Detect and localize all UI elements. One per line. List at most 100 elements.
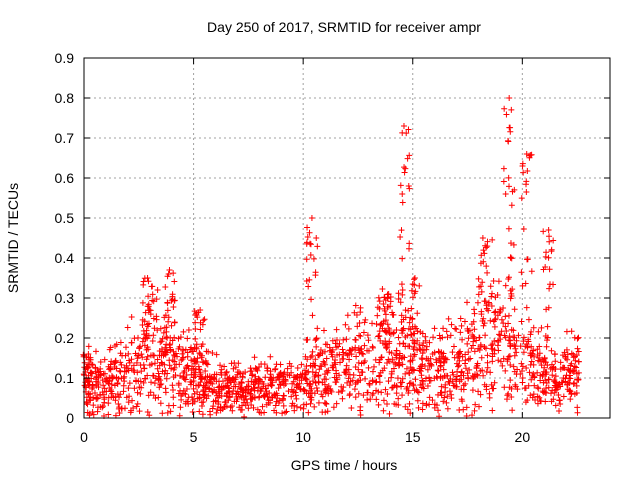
data-point [373, 378, 380, 385]
data-point [310, 255, 317, 262]
data-point [411, 276, 418, 283]
data-point [112, 343, 119, 350]
data-point [505, 274, 512, 281]
data-point [369, 344, 376, 351]
data-point [471, 348, 478, 355]
data-point [567, 396, 574, 403]
data-point [418, 372, 425, 379]
data-point [288, 393, 295, 400]
data-point [480, 372, 487, 379]
data-point [458, 368, 465, 375]
data-point [497, 358, 504, 365]
data-point [450, 371, 457, 378]
data-point [210, 403, 217, 410]
data-point [360, 392, 367, 399]
data-point [125, 385, 132, 392]
data-point [375, 332, 382, 339]
data-point [209, 349, 216, 356]
data-point [507, 377, 514, 384]
data-point [570, 380, 577, 387]
data-point [185, 327, 192, 334]
data-point [353, 353, 360, 360]
data-point [260, 383, 267, 390]
data-point [415, 389, 422, 396]
data-point [340, 351, 347, 358]
data-point [213, 378, 220, 385]
data-point [181, 368, 188, 375]
data-point [280, 382, 287, 389]
data-point [411, 290, 418, 297]
data-point [229, 375, 236, 382]
data-point [386, 358, 393, 365]
data-point [440, 398, 447, 405]
data-point [437, 389, 444, 396]
data-point [568, 328, 575, 335]
data-point [196, 395, 203, 402]
data-point [509, 188, 516, 195]
data-point [281, 369, 288, 376]
data-point [312, 362, 319, 369]
data-point [399, 191, 406, 198]
data-point [453, 326, 460, 333]
data-point [502, 323, 509, 330]
data-point [426, 339, 433, 346]
data-point [525, 316, 532, 323]
data-point [487, 283, 494, 290]
data-point [101, 356, 108, 363]
data-point [502, 282, 509, 289]
data-point [83, 400, 90, 407]
data-point [335, 389, 342, 396]
data-point [568, 350, 575, 357]
data-point [91, 390, 98, 397]
data-point [154, 287, 161, 294]
data-point [403, 130, 410, 137]
y-tick-label: 0.4 [55, 250, 75, 266]
data-point [508, 106, 515, 113]
data-point [440, 325, 447, 332]
data-point [254, 367, 261, 374]
data-point [152, 395, 159, 402]
data-point [194, 355, 201, 362]
data-point [566, 387, 573, 394]
data-point [417, 363, 424, 370]
data-point [248, 402, 255, 409]
data-point [227, 404, 234, 411]
data-point [528, 358, 535, 365]
data-point [137, 378, 144, 385]
data-point [513, 349, 520, 356]
data-point [395, 295, 402, 302]
data-point [524, 256, 531, 263]
data-point [508, 290, 515, 297]
data-point [451, 382, 458, 389]
data-point [197, 326, 204, 333]
data-point [455, 351, 462, 358]
data-point [472, 401, 479, 408]
data-point [277, 361, 284, 368]
data-point [565, 366, 572, 373]
data-point [423, 402, 430, 409]
data-point [203, 395, 210, 402]
data-point [183, 372, 190, 379]
data-point [297, 404, 304, 411]
data-point [410, 367, 417, 374]
data-point [334, 376, 341, 383]
data-point [298, 361, 305, 368]
data-point [128, 339, 135, 346]
data-point [328, 351, 335, 358]
data-point [125, 350, 132, 357]
data-point [337, 359, 344, 366]
data-point [346, 347, 353, 354]
data-point [384, 321, 391, 328]
data-point [224, 380, 231, 387]
data-point [367, 396, 374, 403]
data-point [448, 321, 455, 328]
data-point [332, 361, 339, 368]
data-point [387, 303, 394, 310]
data-point [465, 375, 472, 382]
data-point [188, 379, 195, 386]
data-point [501, 384, 508, 391]
data-point [327, 347, 334, 354]
data-point [157, 325, 164, 332]
data-point [117, 350, 124, 357]
